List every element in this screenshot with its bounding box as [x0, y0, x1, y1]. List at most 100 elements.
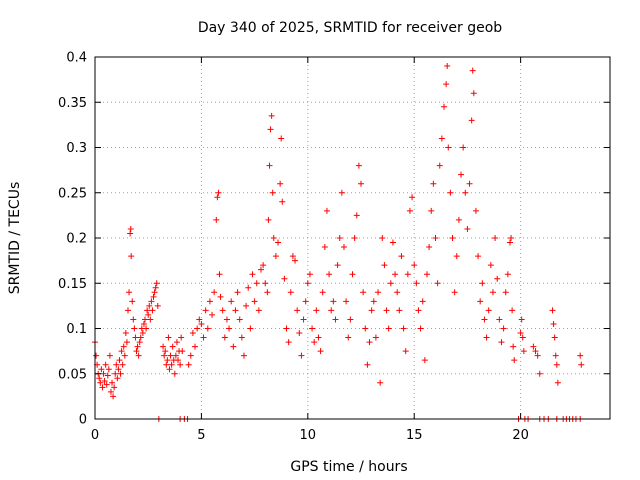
- data-point: [124, 307, 131, 314]
- y-tick-label: 0.15: [58, 277, 87, 292]
- data-point: [381, 262, 388, 269]
- data-point: [445, 144, 452, 151]
- data-point: [93, 352, 100, 359]
- data-point: [326, 271, 333, 278]
- data-point: [409, 194, 416, 201]
- data-point: [215, 189, 222, 196]
- data-point: [313, 307, 320, 314]
- data-point: [372, 334, 379, 341]
- data-point: [475, 253, 482, 260]
- data-point: [96, 375, 103, 382]
- data-point: [364, 361, 371, 368]
- data-point: [449, 235, 456, 241]
- data-point: [120, 343, 127, 350]
- data-point: [272, 253, 279, 260]
- data-point: [171, 370, 178, 377]
- data-point: [134, 343, 141, 350]
- data-point: [265, 216, 272, 223]
- data-point: [453, 253, 460, 260]
- data-point: [127, 230, 134, 237]
- data-point: [285, 339, 292, 346]
- data-point: [230, 343, 237, 350]
- data-point: [504, 271, 511, 278]
- data-point: [206, 298, 213, 305]
- data-point: [240, 352, 247, 359]
- data-point: [519, 334, 526, 341]
- data-point: [196, 316, 203, 323]
- data-point: [458, 171, 465, 178]
- data-point: [104, 372, 111, 379]
- data-point: [406, 207, 413, 214]
- data-point: [328, 307, 335, 314]
- data-point: [105, 366, 112, 373]
- x-tick-label: 5: [197, 428, 205, 443]
- x-axis-label: GPS time / hours: [290, 459, 407, 475]
- data-point: [148, 298, 155, 305]
- data-point: [103, 381, 110, 388]
- data-point: [500, 325, 507, 332]
- data-point: [238, 334, 245, 341]
- data-point: [281, 275, 288, 282]
- data-point: [219, 307, 226, 314]
- y-tick-label: 0.2: [66, 232, 87, 247]
- data-point: [468, 117, 475, 124]
- data-point: [112, 370, 119, 377]
- data-point: [534, 352, 541, 359]
- data-point: [443, 81, 450, 88]
- data-point: [300, 316, 307, 323]
- y-tick-label: 0.1: [66, 322, 87, 337]
- data-point: [311, 339, 318, 346]
- data-point: [204, 325, 211, 332]
- data-point: [162, 348, 169, 355]
- data-point: [115, 366, 122, 373]
- data-point: [389, 239, 396, 246]
- data-point: [485, 307, 492, 314]
- data-point: [247, 325, 254, 332]
- data-point: [334, 262, 341, 269]
- data-point: [423, 271, 430, 278]
- data-point: [143, 325, 150, 332]
- data-point: [232, 307, 239, 314]
- data-point: [198, 320, 205, 327]
- data-point: [260, 262, 267, 269]
- data-point: [167, 352, 174, 359]
- data-point: [226, 325, 233, 332]
- data-point: [123, 339, 130, 346]
- data-point: [366, 339, 373, 346]
- data-point: [317, 348, 324, 355]
- data-point: [178, 334, 185, 341]
- data-point: [243, 302, 250, 309]
- data-point: [153, 280, 160, 287]
- y-axis-label: SRMTID / TECUs: [7, 182, 23, 295]
- data-point: [189, 330, 196, 337]
- data-point: [530, 343, 537, 350]
- data-point: [509, 307, 516, 314]
- x-tick-label: 0: [91, 428, 99, 443]
- data-point: [161, 352, 168, 359]
- data-point: [172, 352, 179, 359]
- data-point: [553, 361, 560, 368]
- data-point: [462, 189, 469, 196]
- data-point: [249, 271, 256, 278]
- data-point: [336, 235, 343, 241]
- data-point: [496, 316, 503, 323]
- data-point: [142, 316, 149, 323]
- data-point: [151, 289, 158, 296]
- data-point: [97, 379, 104, 386]
- data-point: [304, 280, 311, 287]
- data-point: [213, 216, 220, 223]
- data-point: [379, 235, 386, 241]
- data-point: [149, 307, 156, 314]
- data-point: [518, 316, 525, 323]
- chart-title: Day 340 of 2025, SRMTID for receiver geo…: [198, 20, 502, 36]
- data-point: [551, 334, 558, 341]
- data-point: [179, 348, 186, 355]
- y-tick-label: 0.3: [66, 141, 87, 156]
- data-point: [517, 330, 524, 337]
- data-point: [370, 298, 377, 305]
- data-point: [154, 302, 161, 309]
- data-point: [209, 311, 216, 318]
- data-point: [460, 144, 467, 151]
- data-point: [262, 280, 269, 287]
- y-tick-label: 0.35: [58, 96, 87, 111]
